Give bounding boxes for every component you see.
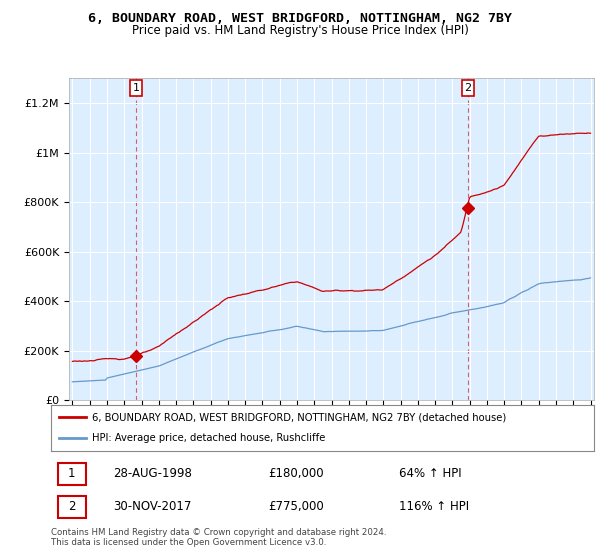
FancyBboxPatch shape (58, 496, 86, 519)
Text: 6, BOUNDARY ROAD, WEST BRIDGFORD, NOTTINGHAM, NG2 7BY: 6, BOUNDARY ROAD, WEST BRIDGFORD, NOTTIN… (88, 12, 512, 25)
Text: 30-NOV-2017: 30-NOV-2017 (113, 500, 192, 514)
Text: 116% ↑ HPI: 116% ↑ HPI (398, 500, 469, 514)
Text: 2: 2 (68, 500, 76, 514)
Text: £775,000: £775,000 (268, 500, 324, 514)
Text: 28-AUG-1998: 28-AUG-1998 (113, 466, 193, 480)
Text: 64% ↑ HPI: 64% ↑ HPI (398, 466, 461, 480)
Text: 1: 1 (133, 83, 139, 93)
Text: Price paid vs. HM Land Registry's House Price Index (HPI): Price paid vs. HM Land Registry's House … (131, 24, 469, 37)
Text: £180,000: £180,000 (268, 466, 324, 480)
Text: HPI: Average price, detached house, Rushcliffe: HPI: Average price, detached house, Rush… (92, 433, 325, 444)
Text: Contains HM Land Registry data © Crown copyright and database right 2024.
This d: Contains HM Land Registry data © Crown c… (51, 528, 386, 547)
Text: 2: 2 (464, 83, 472, 93)
Text: 6, BOUNDARY ROAD, WEST BRIDGFORD, NOTTINGHAM, NG2 7BY (detached house): 6, BOUNDARY ROAD, WEST BRIDGFORD, NOTTIN… (92, 412, 506, 422)
FancyBboxPatch shape (58, 463, 86, 485)
Text: 1: 1 (68, 466, 76, 480)
